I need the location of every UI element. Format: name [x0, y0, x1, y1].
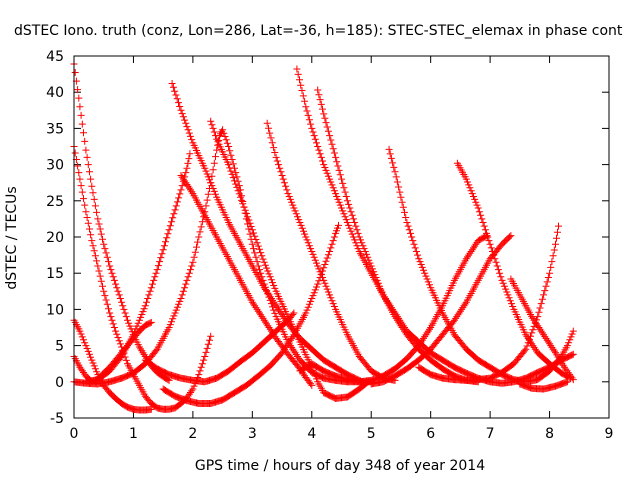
data-point-markers [141, 309, 298, 386]
y-tick-label: 10 [46, 302, 64, 318]
series-track-19 [415, 222, 562, 384]
y-tick-label: 20 [46, 230, 64, 246]
y-tick-label: -5 [50, 411, 64, 427]
series-track-22 [516, 378, 571, 393]
series-track-21 [507, 275, 577, 384]
data-point-markers [516, 378, 571, 393]
series-track-11 [207, 117, 372, 402]
x-tick-label: 6 [426, 426, 435, 442]
series-track-20 [486, 350, 577, 387]
data-point-markers [207, 117, 372, 402]
y-tick-label: 0 [55, 375, 64, 391]
y-tick-label: 5 [55, 339, 64, 355]
data-point-markers [415, 222, 562, 384]
y-axis-label: dSTEC / TECUs [4, 186, 20, 289]
series-track-06 [82, 150, 194, 386]
series-track-15 [296, 232, 491, 386]
data-point-markers [82, 150, 194, 386]
data-point-markers [367, 232, 515, 388]
x-tick-label: 2 [188, 426, 197, 442]
chart-title: dSTEC Iono. truth (conz, Lon=286, Lat=-3… [14, 23, 623, 39]
data-point-markers [453, 159, 574, 382]
y-tick-label: 30 [46, 158, 64, 174]
x-tick-label: 9 [605, 426, 614, 442]
data-point-markers [486, 350, 577, 387]
x-tick-label: 4 [307, 426, 316, 442]
y-tick-label: 25 [46, 194, 64, 210]
series-track-18 [453, 159, 574, 382]
y-tick-label: 40 [46, 85, 64, 101]
data-point-markers [296, 232, 491, 386]
data-point-markers [507, 275, 577, 384]
x-tick-label: 1 [129, 426, 138, 442]
y-tick-label: 35 [46, 121, 64, 137]
x-tick-label: 3 [248, 426, 257, 442]
series-track-17 [367, 232, 515, 388]
x-axis-label: GPS time / hours of day 348 of year 2014 [195, 458, 485, 474]
x-tick-label: 5 [367, 426, 376, 442]
y-tick-label: 15 [46, 266, 64, 282]
y-tick-label: 45 [46, 49, 64, 65]
x-tick-label: 0 [70, 426, 79, 442]
series-track-09 [141, 309, 298, 386]
data-points [70, 60, 577, 414]
x-tick-label: 7 [486, 426, 495, 442]
plot-frame [73, 55, 610, 419]
x-tick-label: 8 [545, 426, 554, 442]
